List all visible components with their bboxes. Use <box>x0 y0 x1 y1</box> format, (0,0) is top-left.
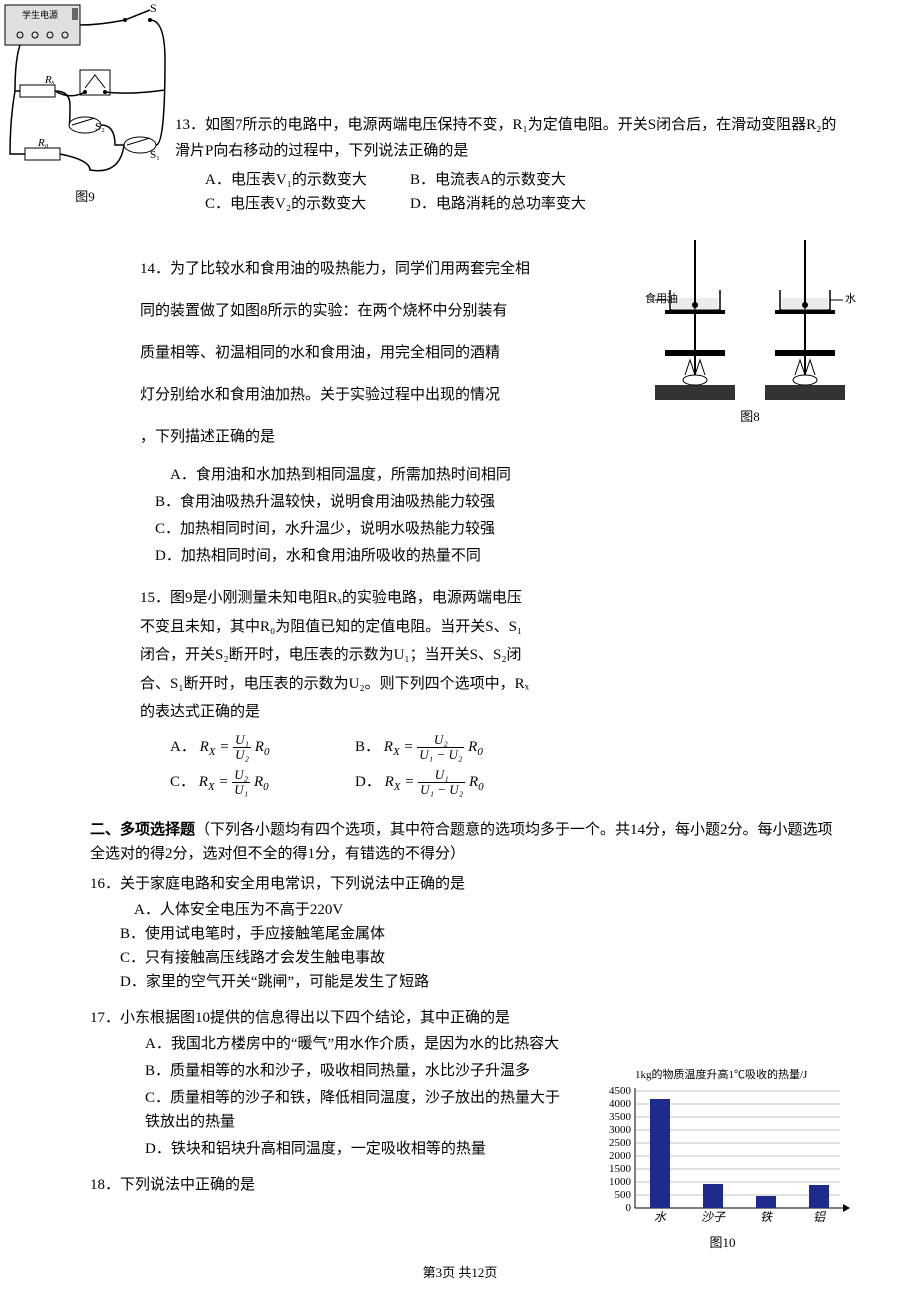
q13-option-c: C．电压表V₂的示数变大 <box>205 192 410 216</box>
q15-option-c: C． RX = U₂U₁ R0 <box>170 768 355 798</box>
q13-stem: 如图7所示的电路中，电源两端电压保持不变，R₁为定值电阻。开关S闭合后，在滑动变… <box>175 117 836 159</box>
q18-number: 18． <box>90 1177 120 1193</box>
q15-number: 15． <box>140 590 170 606</box>
q15-d-num: U₁ <box>418 768 465 783</box>
q13-number: 13． <box>175 117 205 133</box>
xlabel-iron: 铁 <box>760 1210 774 1223</box>
figure-10-caption: 图10 <box>595 1233 850 1254</box>
q14-stem-1: 为了比较水和食用油的吸热能力，同学们用两套完全相 <box>170 261 530 277</box>
section-2-title: 二、多项选择题 <box>90 822 195 838</box>
q15-b-num: U₂ <box>417 733 464 748</box>
question-14: 14．为了比较水和食用油的吸热能力，同学们用两套完全相 同的装置做了如图8所示的… <box>140 248 840 570</box>
q17-stem: 小东根据图10提供的信息得出以下四个结论，其中正确的是 <box>120 1010 510 1026</box>
q17-option-c: C．质量相等的沙子和铁，降低相同温度，沙子放出的热量大于铁放出的热量 <box>145 1086 560 1134</box>
q15-a-den: U₂ <box>233 748 251 762</box>
q13-option-d: D．电路消耗的总功率变大 <box>410 192 615 216</box>
xlabel-sand: 沙子 <box>701 1210 726 1223</box>
xlabel-water: 水 <box>654 1210 667 1223</box>
q16-option-d: D．家里的空气开关“跳闸”，可能是发生了短路 <box>120 970 840 994</box>
q14-stem-3: 质量相等、初温相同的水和食用油，用完全相同的酒精 <box>140 345 500 361</box>
q15-stem: 图9是小刚测量未知电阻Rₓ的实验电路，电源两端电压不变且未知，其中R₀为阻值已知… <box>140 590 529 720</box>
q16-number: 16． <box>90 876 120 892</box>
q15-c-den: U₁ <box>232 783 250 797</box>
bar-iron <box>756 1196 776 1208</box>
q14-number: 14． <box>140 261 170 277</box>
xlabel-aluminum: 铝 <box>813 1210 827 1223</box>
q14-stem-2: 同的装置做了如图8所示的实验：在两个烧杯中分别装有 <box>140 303 508 319</box>
q14-stem-4: 灯分别给水和食用油加热。关于实验过程中出现的情况 <box>140 387 500 403</box>
q15-d-den: U₁ − U₂ <box>418 783 465 797</box>
q16-option-c: C．只有接触高压线路才会发生触电事故 <box>120 946 840 970</box>
q15-b-label: B． <box>355 739 380 755</box>
q14-option-a: A．食用油和水加热到相同温度，所需加热时间相同 <box>170 462 840 489</box>
q15-a-label: A． <box>170 739 196 755</box>
q17-number: 17． <box>90 1010 120 1026</box>
q17-option-b: B．质量相等的水和沙子，吸收相同热量，水比沙子升温多 <box>145 1059 560 1083</box>
section-2-desc: （下列各小题均有四个选项，其中符合题意的选项均多于一个。共14分，每小题2分。每… <box>90 822 833 862</box>
q13-option-b: B．电流表A的示数变大 <box>410 168 615 192</box>
q15-b-den: U₁ − U₂ <box>417 748 464 762</box>
question-16: 16．关于家庭电路和安全用电常识，下列说法中正确的是 A．人体安全电压为不高于2… <box>90 872 840 994</box>
q15-option-b: B． RX = U₂U₁ − U₂ R0 <box>355 733 540 763</box>
page-content: 13．如图7所示的电路中，电源两端电压保持不变，R₁为定值电阻。开关S闭合后，在… <box>0 0 920 1197</box>
q14-option-b: B．食用油吸热升温较快，说明食用油吸热能力较强 <box>155 489 840 516</box>
q14-stem-5: ，下列描述正确的是 <box>140 429 275 445</box>
question-13: 13．如图7所示的电路中，电源两端电压保持不变，R₁为定值电阻。开关S闭合后，在… <box>140 0 840 216</box>
q13-option-a: A．电压表V₁的示数变大 <box>205 168 410 192</box>
q15-c-num: U₂ <box>232 768 250 783</box>
q15-c-label: C． <box>170 774 195 790</box>
svg-text:0: 0 <box>626 1202 632 1214</box>
q15-option-a: A． RX = U₁U₂ R0 <box>170 733 355 763</box>
q16-option-a: A．人体安全电压为不高于220V <box>120 898 840 922</box>
section-2-header: 二、多项选择题（下列各小题均有四个选项，其中符合题意的选项均多于一个。共14分，… <box>90 818 840 866</box>
q15-option-d: D． RX = U₁U₁ − U₂ R0 <box>355 768 540 798</box>
q18-stem: 下列说法中正确的是 <box>120 1177 255 1193</box>
q14-option-c: C．加热相同时间，水升温少，说明水吸热能力较强 <box>155 516 840 543</box>
page-footer: 第3页 共12页 <box>0 1263 920 1284</box>
q15-a-num: U₁ <box>233 733 251 748</box>
q17-option-a: A．我国北方楼房中的“暖气”用水作介质，是因为水的比热容大 <box>145 1032 560 1056</box>
q16-stem: 关于家庭电路和安全用电常识，下列说法中正确的是 <box>120 876 465 892</box>
q16-option-b: B．使用试电笔时，手应接触笔尾金属体 <box>120 922 840 946</box>
q15-d-label: D． <box>355 774 381 790</box>
q17-option-d: D．铁块和铝块升高相同温度，一定吸收相等的热量 <box>145 1137 560 1161</box>
q14-option-d: D．加热相同时间，水和食用油所吸收的热量不同 <box>155 543 840 570</box>
question-15: 15．图9是小刚测量未知电阻Rₓ的实验电路，电源两端电压不变且未知，其中R₀为阻… <box>140 584 840 798</box>
question-17: 17．小东根据图10提供的信息得出以下四个结论，其中正确的是 A．我国北方楼房中… <box>90 1006 840 1161</box>
question-18: 18．下列说法中正确的是 <box>90 1173 840 1197</box>
